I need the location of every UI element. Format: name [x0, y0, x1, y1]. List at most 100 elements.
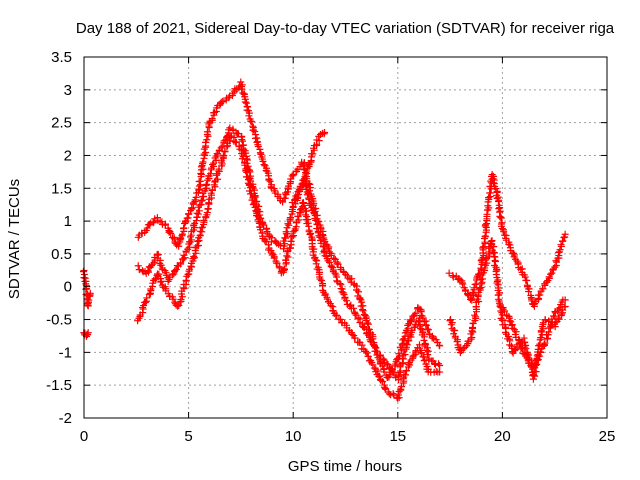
data-point: [303, 167, 311, 175]
data-point: [522, 351, 530, 359]
data-point: [436, 342, 444, 350]
data-point: [514, 260, 522, 268]
data-point: [212, 171, 220, 179]
data-point: [260, 161, 268, 169]
data-point: [537, 348, 545, 356]
data-point: [166, 228, 174, 236]
data-point: [266, 177, 274, 185]
data-point: [196, 201, 204, 209]
data-point: [498, 219, 506, 227]
data-point: [500, 307, 508, 315]
data-point: [451, 327, 459, 335]
data-point: [302, 211, 310, 219]
data-point: [290, 196, 298, 204]
data-point: [363, 330, 371, 338]
data-point: [397, 383, 405, 391]
data-point: [303, 191, 311, 199]
data-point: [197, 197, 205, 205]
data-point: [561, 302, 569, 310]
data-point: [221, 147, 229, 155]
data-point: [217, 98, 225, 106]
data-point: [540, 340, 548, 348]
data-point: [485, 244, 493, 252]
data-point: [481, 232, 489, 240]
data-point: [486, 189, 494, 197]
data-point: [372, 347, 380, 355]
data-point: [475, 270, 483, 278]
data-point: [350, 304, 358, 312]
data-point: [359, 307, 367, 315]
data-point: [424, 351, 432, 359]
data-point: [186, 233, 194, 241]
data-point: [149, 219, 157, 227]
data-point: [478, 255, 486, 263]
data-point: [520, 350, 528, 358]
data-point: [331, 269, 339, 277]
data-point: [150, 218, 158, 226]
data-point: [294, 188, 302, 196]
data-point: [85, 296, 93, 304]
data-point: [217, 144, 225, 152]
data-point: [494, 198, 502, 206]
x-tick-label: 15: [389, 428, 406, 445]
data-point: [505, 240, 513, 248]
data-point: [431, 360, 439, 368]
data-point: [423, 346, 431, 354]
data-point: [408, 316, 416, 324]
data-point: [261, 237, 269, 245]
data-point: [282, 228, 290, 236]
data-point: [402, 340, 410, 348]
data-point: [236, 145, 244, 153]
data-point: [464, 291, 472, 299]
data-point: [376, 372, 384, 380]
data-point: [553, 258, 561, 266]
data-point: [355, 288, 363, 296]
data-point: [447, 321, 455, 329]
data-point: [238, 85, 246, 93]
data-point: [532, 368, 540, 376]
data-point: [498, 225, 506, 233]
data-point: [177, 259, 185, 267]
data-point: [199, 158, 207, 166]
data-point: [220, 151, 228, 159]
data-point: [324, 257, 332, 265]
data-point: [306, 184, 314, 192]
data-point: [351, 310, 359, 318]
data-point: [491, 258, 499, 266]
data-point: [280, 265, 288, 273]
data-point: [300, 201, 308, 209]
data-point: [489, 179, 497, 187]
data-point: [321, 128, 329, 136]
data-point: [312, 216, 320, 224]
data-point: [336, 280, 344, 288]
data-point: [204, 176, 212, 184]
y-tick-label: 1.5: [51, 180, 72, 197]
data-point: [174, 302, 182, 310]
series-s7: [445, 171, 569, 310]
data-point: [143, 224, 151, 232]
data-point: [225, 94, 233, 102]
y-tick-label: -1: [59, 344, 72, 361]
data-point: [395, 350, 403, 358]
data-point: [242, 167, 250, 175]
series-s1: [79, 267, 94, 310]
data-point: [292, 192, 300, 200]
data-point: [459, 280, 467, 288]
chart-title: Day 188 of 2021, Sidereal Day-to-day VTE…: [76, 20, 615, 37]
data-point: [305, 195, 313, 203]
data-point: [547, 270, 555, 278]
data-point: [351, 334, 359, 342]
data-point: [257, 226, 265, 234]
series-s2: [80, 329, 92, 340]
data-point: [312, 205, 320, 213]
data-point: [250, 199, 258, 207]
data-point: [393, 356, 401, 364]
data-point: [362, 347, 370, 355]
data-point: [424, 325, 432, 333]
data-point: [285, 221, 293, 229]
data-point: [259, 157, 267, 165]
data-point: [317, 277, 325, 285]
data-point: [296, 184, 304, 192]
data-point: [508, 321, 516, 329]
data-point: [300, 176, 308, 184]
